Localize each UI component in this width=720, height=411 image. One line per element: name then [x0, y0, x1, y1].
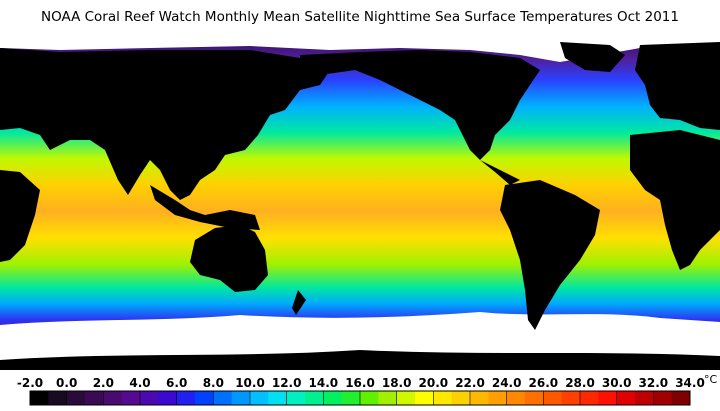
- colorbar-cell: [176, 391, 196, 405]
- colorbar-cell: [598, 391, 618, 405]
- colorbar-cell: [433, 391, 453, 405]
- colorbar-cell: [506, 391, 526, 405]
- colorbar-tick-label: 32.0: [639, 376, 669, 390]
- colorbar-cell: [30, 391, 49, 405]
- colorbar-cell: [341, 391, 361, 405]
- colorbar-cell: [488, 391, 508, 405]
- colorbar-unit: °C: [704, 373, 718, 386]
- colorbar-tick-label: 28.0: [565, 376, 595, 390]
- colorbar-cell: [323, 391, 343, 405]
- colorbar-cell: [231, 391, 251, 405]
- colorbar-cell: [360, 391, 379, 405]
- colorbar-cell: [653, 391, 673, 405]
- colorbar-cell: [671, 391, 691, 405]
- colorbar-tick-label: 26.0: [529, 376, 559, 390]
- colorbar-cell: [268, 391, 288, 405]
- colorbar-tick-label: 2.0: [93, 376, 114, 390]
- colorbar-cell: [543, 391, 563, 405]
- colorbar-cell: [525, 391, 544, 405]
- colorbar-tick-label: 18.0: [382, 376, 412, 390]
- colorbar-cell: [103, 391, 123, 405]
- colorbar-tick-label: 4.0: [129, 376, 150, 390]
- colorbar-tick-label: 22.0: [455, 376, 485, 390]
- colorbar-tick-label: 12.0: [272, 376, 302, 390]
- colorbar-cell: [158, 391, 178, 405]
- colorbar-tick-label: 14.0: [309, 376, 339, 390]
- colorbar-cell: [250, 391, 269, 405]
- colorbar-tick-label: 30.0: [602, 376, 632, 390]
- colorbar-tick-label: 10.0: [235, 376, 265, 390]
- colorbar-cell: [451, 391, 471, 405]
- colorbar-cell: [378, 391, 398, 405]
- colorbar-cell: [48, 391, 68, 405]
- colorbar-tick-label: 16.0: [345, 376, 375, 390]
- colorbar-tick-label: 8.0: [203, 376, 224, 390]
- colorbar-tick-label: 6.0: [166, 376, 187, 390]
- colorbar-cell: [305, 391, 324, 405]
- colorbar-cell: [286, 391, 306, 405]
- colorbar-cell: [195, 391, 214, 405]
- colorbar-cell: [140, 391, 159, 405]
- colorbar-cell: [470, 391, 489, 405]
- colorbar-tick-label: -2.0: [17, 376, 43, 390]
- colorbar-cell: [121, 391, 141, 405]
- colorbar-cell: [616, 391, 636, 405]
- colorbar-cell: [580, 391, 599, 405]
- colorbar-cell: [85, 391, 104, 405]
- colorbar-tick-label: 20.0: [419, 376, 449, 390]
- colorbar-tick-label: 24.0: [492, 376, 522, 390]
- colorbar-cell: [66, 391, 86, 405]
- map-title: NOAA Coral Reef Watch Monthly Mean Satel…: [41, 9, 679, 25]
- colorbar-cell: [396, 391, 416, 405]
- colorbar-cell: [213, 391, 233, 405]
- colorbar-tick-label: 34.0: [675, 376, 705, 390]
- colorbar-cell: [635, 391, 654, 405]
- colorbar-tick-label: 0.0: [56, 376, 77, 390]
- colorbar-cell: [561, 391, 581, 405]
- map: [0, 40, 720, 370]
- land: [0, 42, 720, 370]
- colorbar-cell: [415, 391, 434, 405]
